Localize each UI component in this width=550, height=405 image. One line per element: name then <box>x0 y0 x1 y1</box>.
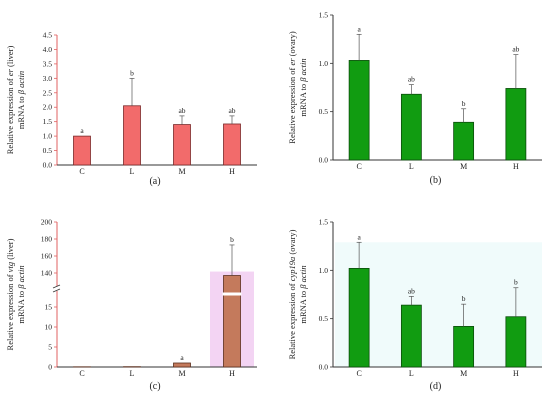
y-axis-label: Relative expression of cyp19a (ovary)mRN… <box>287 229 308 359</box>
bar <box>174 363 191 367</box>
x-tick-label: M <box>178 369 185 378</box>
x-tick-label: M <box>460 369 467 378</box>
y-tick-label: 10 <box>45 323 53 332</box>
x-tick-label: H <box>229 167 235 176</box>
y-axis-label-line2: mRNA to β actin <box>16 71 26 129</box>
bar <box>454 326 474 367</box>
panel-label: (a) <box>149 176 160 187</box>
y-axis-label-line1: Relative expression of vtg (liver) <box>5 238 15 350</box>
bar <box>401 305 421 367</box>
bar <box>454 122 474 160</box>
y-tick-label: 4.5 <box>43 31 53 40</box>
significance-letter: b <box>462 294 466 303</box>
y-tick-label: 3.5 <box>43 59 53 68</box>
significance-letter: ab <box>408 286 415 295</box>
significance-letter: b <box>462 99 466 108</box>
y-tick-label: 0 <box>48 363 52 372</box>
y-axis-label: Relative expression of er (liver)mRNA to… <box>5 46 26 155</box>
panel-label: (c) <box>149 381 160 392</box>
bar <box>174 125 191 165</box>
y-tick-label: 2.5 <box>43 88 53 97</box>
significance-letter: a <box>180 353 184 362</box>
x-tick-label: L <box>130 369 135 378</box>
significance-letter: b <box>514 278 518 287</box>
significance-letter: ab <box>228 106 235 115</box>
y-tick-label: 1.5 <box>319 218 329 227</box>
y-axis-label-line2: mRNA to β actin <box>298 58 308 116</box>
bar <box>74 136 91 165</box>
y-tick-label: 0.0 <box>319 156 329 165</box>
bar <box>506 317 526 367</box>
y-tick-label: 140 <box>41 269 53 278</box>
y-tick-label: 0.5 <box>319 107 329 116</box>
y-tick-label: 1.0 <box>43 132 53 141</box>
panel-label: (d) <box>430 381 442 392</box>
significance-letter: a <box>80 126 84 135</box>
y-axis-label-line2: mRNA to β actin <box>298 265 308 323</box>
x-tick-label: M <box>178 167 185 176</box>
y-tick-label: 200 <box>41 218 53 227</box>
x-tick-label: L <box>409 162 414 171</box>
y-axis-label-line1: Relative expression of cyp19a (ovary) <box>287 229 297 359</box>
x-tick-label: H <box>513 369 519 378</box>
significance-letter: a <box>357 24 361 33</box>
significance-letter: b <box>230 235 234 244</box>
panel-label: (b) <box>430 175 442 186</box>
bar <box>506 88 526 160</box>
x-tick-label: C <box>356 162 361 171</box>
y-tick-label: 5 <box>48 343 52 352</box>
x-tick-label: M <box>460 162 467 171</box>
y-tick-label: 0.5 <box>43 146 53 155</box>
y-tick-label: 4.0 <box>43 45 53 54</box>
significance-letter: ab <box>178 106 185 115</box>
bar-break-gap <box>223 293 242 296</box>
x-tick-label: L <box>409 369 414 378</box>
y-axis-label-line1: Relative expression of er (liver) <box>5 46 15 155</box>
significance-letter: b <box>130 68 134 77</box>
y-tick-label: 3.0 <box>43 74 53 83</box>
y-axis-label: Relative expression of er (ovary)mRNA to… <box>287 31 308 144</box>
y-tick-label: 0.5 <box>319 314 329 323</box>
y-tick-label: 1.5 <box>319 11 329 20</box>
y-tick-label: 0.0 <box>43 161 53 170</box>
bar <box>224 276 241 367</box>
y-axis-label-line1: Relative expression of er (ovary) <box>287 31 297 144</box>
bar <box>349 268 369 367</box>
y-tick-label: 1.0 <box>319 266 329 275</box>
y-tick-label: 180 <box>41 235 53 244</box>
y-tick-label: 15 <box>45 303 53 312</box>
significance-letter: a <box>357 232 361 241</box>
bar <box>124 106 141 165</box>
significance-letter: ab <box>512 45 519 54</box>
x-tick-label: H <box>229 369 235 378</box>
y-tick-label: 2.0 <box>43 103 53 112</box>
bar <box>224 124 241 165</box>
x-tick-label: H <box>513 162 519 171</box>
y-axis-label: Relative expression of vtg (liver)mRNA t… <box>5 238 26 350</box>
x-tick-label: C <box>79 167 84 176</box>
y-tick-label: 1.5 <box>43 117 53 126</box>
y-tick-label: 0.0 <box>319 363 329 372</box>
y-axis-label-line2: mRNA to β actin <box>16 265 26 323</box>
x-tick-label: C <box>79 369 84 378</box>
x-tick-label: L <box>130 167 135 176</box>
x-tick-label: C <box>356 369 361 378</box>
bar <box>401 94 421 160</box>
y-tick-label: 1.0 <box>319 59 329 68</box>
bar <box>349 60 369 160</box>
y-tick-label: 160 <box>41 252 53 261</box>
significance-letter: ab <box>408 75 415 84</box>
